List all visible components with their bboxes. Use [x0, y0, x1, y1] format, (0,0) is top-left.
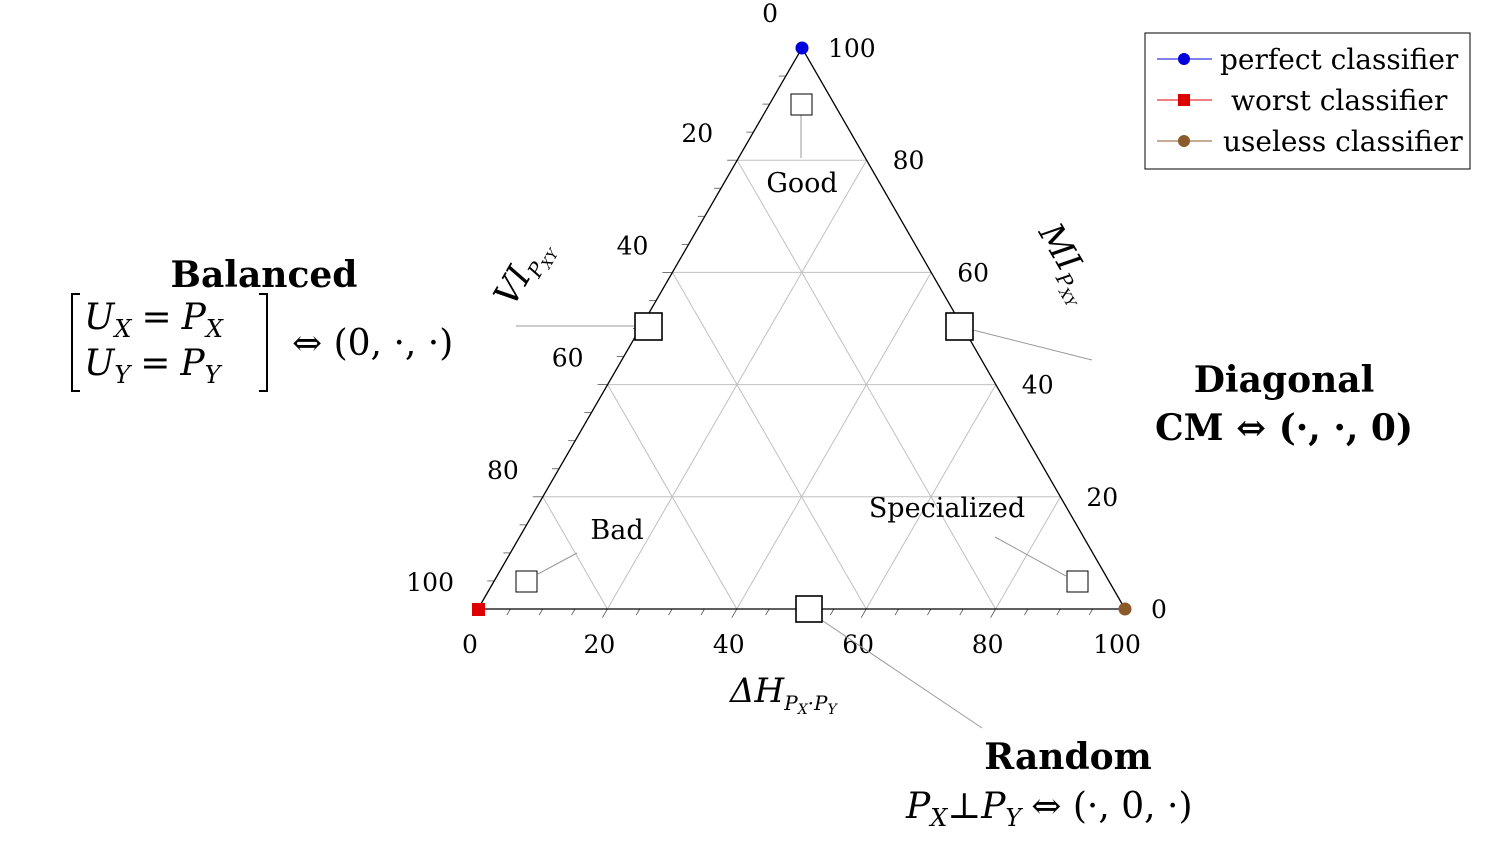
balanced-row-1: UX = PX [84, 297, 224, 343]
axis-tick [538, 608, 544, 616]
axis-tick [602, 608, 608, 618]
axis-tick [1056, 608, 1061, 616]
right-axis-tick-labels: 0 20 40 60 80 100 [828, 34, 1167, 624]
bottom-tick-label: 0 [462, 630, 478, 659]
bottom-tick-label: 80 [972, 630, 1004, 659]
balanced-marker [634, 312, 663, 341]
diagonal-annotation: Diagonal CM ⇔ (·, ·, 0) [1155, 359, 1413, 449]
legend-item-worst: worst classifier [1157, 84, 1448, 117]
axis-tick [1024, 608, 1029, 616]
bottom-axis-title: ΔHPX·PY [728, 671, 838, 718]
legend-label-useless: useless classifier [1223, 125, 1463, 158]
grid-line [671, 272, 867, 610]
balanced-title: Balanced [171, 254, 358, 296]
diagonal-equivalence: CM ⇔ (·, ·, 0) [1155, 407, 1413, 449]
grid-line [865, 384, 997, 610]
axis-tick [506, 608, 511, 616]
legend-item-perfect: perfect classifier [1157, 43, 1459, 76]
legend-label-worst: worst classifier [1231, 84, 1448, 117]
right-tick-label: 60 [957, 258, 989, 287]
legend-box [1144, 32, 1471, 170]
bottom-tick-label: 100 [1093, 630, 1141, 659]
axis-tick [668, 608, 673, 616]
right-tick-label: 20 [1086, 483, 1118, 512]
specialized-connector-line [994, 536, 1067, 577]
axis-tick [700, 608, 705, 616]
axis-tick [990, 608, 996, 618]
bad-connector-line [537, 552, 578, 575]
useless-classifier-point [1118, 602, 1132, 616]
axis-tick [571, 608, 576, 616]
left-tick-label: 80 [487, 456, 519, 485]
balanced-left-bracket [71, 293, 80, 392]
right-tick-label: 0 [1151, 595, 1167, 624]
balanced-equivalence: ⇔ (0, ·, ·) [292, 323, 453, 364]
worst-classifier-point [472, 603, 485, 616]
left-tick-label: 60 [552, 344, 584, 373]
axis-tick [860, 608, 867, 618]
diagonal-title: Diagonal [1194, 359, 1375, 401]
random-marker [795, 595, 823, 623]
bad-region-label: Bad [590, 515, 643, 546]
axis-tick [830, 608, 835, 616]
random-annotation: Random PX⊥PY ⇔ (·, 0, ·) [905, 736, 1193, 832]
bottom-axis-tick-labels: 0 20 40 60 80 100 [462, 630, 1141, 659]
legend-marker-perfect [1178, 53, 1190, 65]
legend-label-perfect: perfect classifier [1220, 43, 1459, 76]
grid-line [736, 272, 932, 610]
left-tick-label: 20 [681, 119, 713, 148]
axis-tick [765, 608, 770, 616]
legend: perfect classifier worst classifier usel… [1144, 32, 1471, 170]
bottom-tick-label: 20 [583, 630, 615, 659]
balanced-row-2: UY = PY [84, 343, 223, 389]
legend-marker-useless [1178, 135, 1190, 147]
right-axis-title: MIPXY [1024, 216, 1107, 312]
diagonal-connector-line [972, 329, 1093, 361]
bad-region-marker [515, 570, 538, 593]
left-tick-label: 0 [762, 0, 778, 28]
specialized-region-label: Specialized [869, 493, 1025, 524]
right-tick-label: 100 [828, 34, 876, 63]
legend-marker-worst [1178, 94, 1190, 106]
axis-tick [927, 608, 932, 616]
right-tick-label: 40 [1022, 371, 1054, 400]
balanced-annotation: Balanced UX = PX UY = PY ⇔ (0, ·, ·) [71, 254, 453, 392]
grid-line [607, 384, 738, 610]
good-region-label: Good [766, 168, 837, 199]
axis-tick [1088, 608, 1093, 616]
left-tick-label: 40 [617, 231, 649, 260]
diagonal-marker [945, 312, 974, 341]
random-equivalence: PX⊥PY ⇔ (·, 0, ·) [905, 786, 1193, 832]
left-tick-label: 100 [406, 568, 454, 597]
axis-tick [635, 608, 641, 616]
legend-item-useless: useless classifier [1157, 125, 1463, 158]
axis-tick [731, 608, 738, 618]
good-region-marker [790, 93, 813, 116]
axis-tick [894, 608, 899, 616]
right-tick-label: 80 [893, 146, 925, 175]
left-axis-title: VIPXY [486, 230, 563, 316]
axis-tick [959, 608, 964, 616]
balanced-right-bracket [259, 293, 268, 392]
left-axis-tick-labels: 0 20 40 60 80 100 [406, 0, 778, 597]
grid-line [542, 496, 608, 610]
random-connector-line [819, 618, 983, 729]
bottom-tick-label: 40 [713, 630, 745, 659]
grid-line [995, 496, 1061, 610]
specialized-region-marker [1066, 570, 1089, 593]
perfect-classifier-point [795, 41, 809, 55]
random-title: Random [984, 736, 1152, 778]
grid-lines [542, 159, 1061, 610]
